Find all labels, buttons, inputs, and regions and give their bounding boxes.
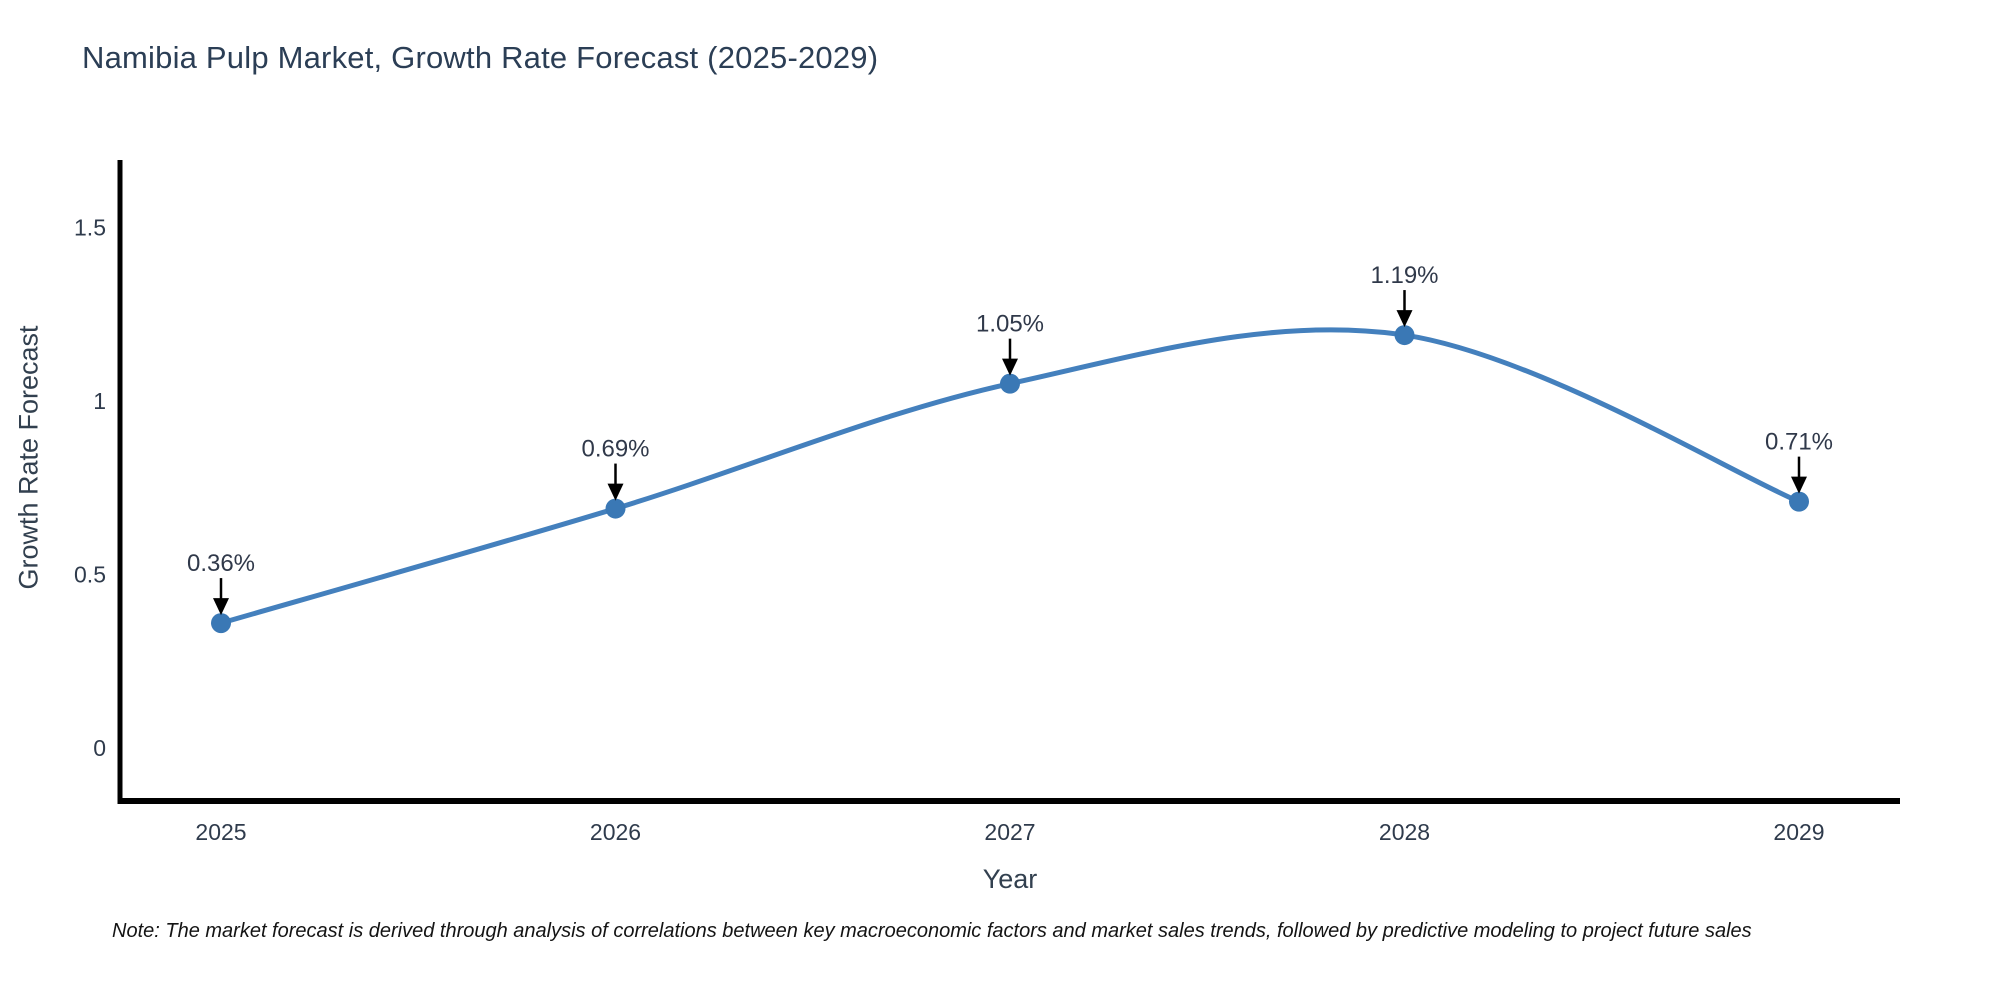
annotation-arrow-head (1002, 358, 1018, 376)
x-tick-label: 2026 (590, 819, 641, 845)
annotation-arrow-head (607, 483, 624, 501)
y-tick-label: 1 (93, 388, 106, 414)
data-point-2026 (605, 498, 626, 519)
data-point-2028 (1394, 325, 1415, 346)
chart-title: Namibia Pulp Market, Growth Rate Forecas… (82, 40, 879, 75)
x-tick-label: 2028 (1379, 819, 1430, 845)
annotation-label: 1.19% (1370, 262, 1438, 289)
data-point-2029 (1789, 491, 1809, 512)
y-tick-label: 0.5 (74, 562, 106, 588)
footnote: Note: The market forecast is derived thr… (112, 920, 1752, 942)
annotation-arrow-head (213, 598, 229, 616)
x-tick-label: 2025 (195, 819, 246, 845)
y-tick-label: 0 (93, 735, 106, 761)
annotation-label: 0.71% (1765, 429, 1833, 456)
x-tick-label: 2027 (984, 819, 1035, 845)
annotation-arrow-head (1791, 476, 1807, 494)
data-point-2027 (1000, 373, 1020, 394)
annotation-label: 0.36% (187, 550, 255, 577)
data-point-2025 (211, 613, 231, 634)
x-axis-title: Year (982, 864, 1038, 894)
annotation-label: 0.69% (581, 436, 649, 463)
y-tick-label: 1.5 (74, 215, 106, 241)
annotation-label: 1.05% (976, 311, 1044, 338)
x-tick-label: 2029 (1773, 819, 1824, 845)
annotation-arrow-head (1396, 310, 1413, 328)
